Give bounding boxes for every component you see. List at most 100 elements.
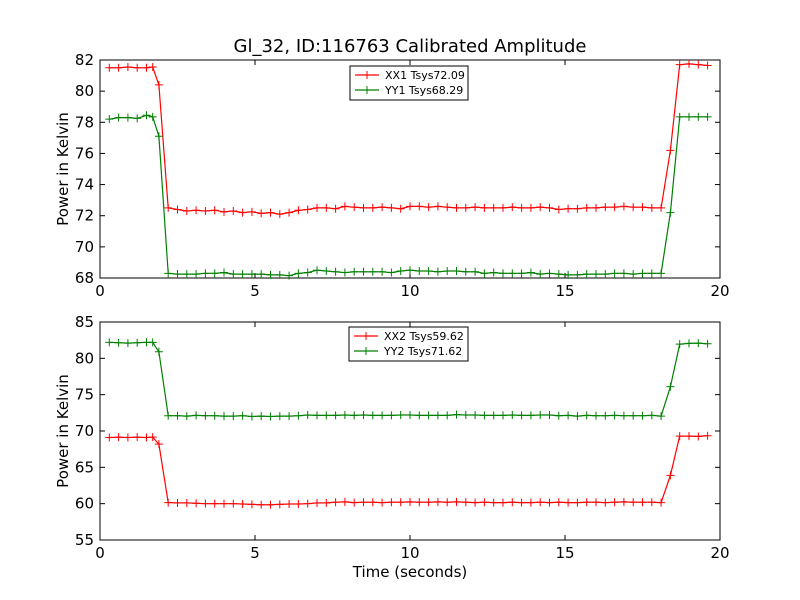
data-point (331, 267, 340, 276)
x-tick-label: 20 (710, 282, 729, 300)
data-point (573, 498, 582, 507)
y-tick-label: 78 (75, 113, 94, 131)
data-point (592, 270, 600, 279)
data-point (675, 432, 684, 441)
data-point (499, 411, 507, 420)
data-point (545, 411, 554, 420)
data-point (433, 202, 442, 211)
data-point (443, 411, 452, 420)
data-point (573, 204, 582, 213)
data-point (368, 267, 377, 276)
data-point (266, 412, 275, 421)
data-point (396, 411, 405, 420)
data-point (647, 411, 656, 420)
data-point (424, 266, 433, 275)
data-point (536, 270, 545, 279)
data-point (378, 498, 387, 507)
data-point (415, 266, 424, 275)
data-point (554, 270, 563, 279)
data-point (229, 207, 238, 216)
data-point (294, 206, 303, 215)
data-point (461, 203, 470, 212)
data-point (685, 59, 693, 68)
data-point (123, 63, 132, 72)
data-point (359, 498, 368, 507)
data-point (657, 269, 666, 278)
data-point (123, 433, 132, 442)
chart-title: Gl_32, ID:116763 Calibrated Amplitude (234, 36, 587, 57)
data-point (173, 270, 182, 279)
data-point (573, 412, 582, 421)
legend-label: YY2 Tsys71.62 (383, 345, 462, 358)
data-point (350, 203, 359, 212)
data-point (471, 267, 480, 276)
y-tick-label: 65 (75, 458, 94, 476)
data-point (694, 112, 703, 121)
data-point (313, 266, 321, 275)
x-tick-label: 5 (250, 544, 260, 562)
data-point (164, 203, 173, 212)
data-point (685, 432, 693, 441)
data-point (257, 412, 266, 421)
data-point (564, 204, 573, 213)
data-point (564, 411, 573, 420)
y-tick-label: 80 (75, 82, 94, 100)
y-tick-label: 72 (75, 207, 94, 225)
data-point (573, 270, 582, 279)
data-point (238, 270, 247, 279)
data-point (601, 203, 610, 212)
data-point (629, 498, 638, 507)
data-point (592, 498, 600, 507)
data-point (610, 203, 619, 212)
data-point (582, 411, 591, 420)
chart-panel-2: 0 5 10 15 20 55 60 65 70 75 80 85 Power in Kelvin Tim… (54, 313, 730, 581)
data-point (517, 203, 526, 212)
data-point (610, 498, 619, 507)
x-tick-label: 0 (95, 544, 105, 562)
data-point (564, 498, 573, 507)
data-point (192, 411, 201, 420)
data-point (173, 498, 182, 507)
data-point (322, 411, 331, 420)
data-point (508, 498, 517, 507)
data-point (123, 339, 132, 348)
x-tick-label: 20 (710, 544, 729, 562)
data-point (148, 338, 157, 347)
data-point (610, 411, 619, 420)
data-point (303, 411, 312, 420)
x-tick-label: 15 (555, 282, 574, 300)
data-point (424, 411, 433, 420)
data-point (154, 132, 163, 141)
data-point (452, 410, 461, 419)
data-point (666, 208, 675, 217)
data-point (647, 269, 656, 278)
data-point (433, 267, 442, 276)
data-point (303, 205, 312, 214)
data-point (220, 207, 228, 216)
data-point (285, 208, 294, 217)
data-point (592, 203, 600, 212)
data-point (433, 497, 442, 506)
data-point (694, 432, 703, 441)
data-point (508, 269, 517, 278)
y-tick-label: 68 (75, 269, 94, 287)
y-tick-label: 85 (75, 313, 94, 331)
data-point (154, 347, 163, 356)
data-point (461, 267, 470, 276)
data-point (675, 112, 684, 121)
data-point (554, 205, 563, 214)
data-point (148, 63, 157, 72)
data-point (275, 500, 284, 509)
x-tick-label: 10 (400, 544, 419, 562)
data-point (443, 266, 452, 275)
x-tick-label: 0 (95, 282, 105, 300)
data-point (294, 500, 303, 509)
data-point (480, 269, 489, 278)
data-point (452, 266, 461, 275)
data-point (182, 412, 191, 421)
series-2 (105, 111, 712, 280)
data-point (368, 498, 377, 507)
data-point (247, 270, 256, 279)
data-point (619, 411, 628, 420)
data-point (703, 431, 712, 440)
